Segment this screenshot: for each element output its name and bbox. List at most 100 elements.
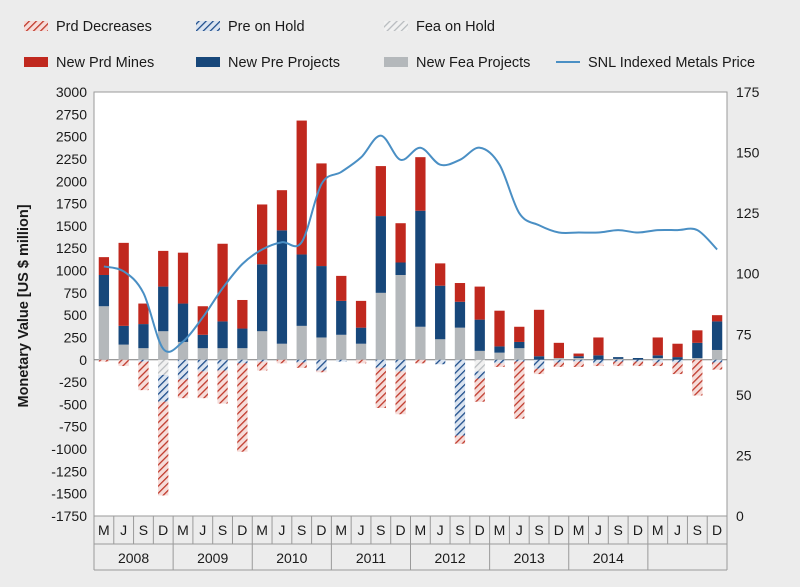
x-tick-label: J — [595, 522, 602, 538]
bar-fea_new — [573, 358, 584, 360]
price-line — [103, 134, 718, 353]
bar-prd_dec — [613, 361, 624, 367]
bar-prd_new — [652, 337, 663, 356]
bar-fea_new — [217, 348, 228, 360]
bar-prd_dec — [395, 371, 406, 415]
x-tick-label: D — [237, 522, 247, 538]
bar-pre_hold — [375, 359, 386, 368]
x-year-label: 2011 — [356, 550, 386, 566]
bar-fea_new — [276, 343, 288, 360]
y-tick-label: -1750 — [51, 508, 87, 524]
bar-fea_new — [158, 331, 169, 360]
bar-fea_new — [355, 343, 367, 360]
bar-prd_new — [395, 223, 406, 263]
bar-fea_new — [435, 339, 446, 360]
bar-fea_new — [692, 358, 703, 360]
x-year-label: 2013 — [514, 550, 545, 566]
bar-prd_dec — [632, 361, 644, 367]
legend-swatch-fea_new — [384, 57, 408, 67]
bar-fea_new — [514, 348, 525, 360]
x-tick-label: J — [437, 522, 444, 538]
bar-pre_new — [217, 321, 228, 349]
bar-pre_hold — [474, 371, 485, 379]
bar-prd_dec — [316, 370, 327, 373]
legend: Prd Decreases Pre on Hold Fea on Hold New P… — [24, 19, 755, 71]
plot-area — [93, 91, 728, 517]
bar-prd_dec — [375, 367, 386, 408]
bar-prd_dec — [692, 359, 703, 396]
legend-label-pre_new: New Pre Projects — [228, 55, 340, 71]
bar-fea_new — [474, 350, 485, 360]
legend-label-snl: SNL Indexed Metals Price — [588, 55, 755, 71]
bar-prd_new — [118, 242, 129, 326]
y-tick-label: 1500 — [56, 218, 87, 234]
y-tick-label: -750 — [59, 419, 87, 435]
bar-prd_dec — [158, 401, 169, 496]
bar-pre_new — [336, 300, 347, 335]
y-tick-label: 500 — [64, 307, 88, 323]
bar-pre_new — [593, 355, 604, 360]
bar-fea_new — [395, 274, 406, 360]
bar-prd_new — [138, 303, 149, 325]
bar-fea_new — [316, 337, 327, 360]
bar-pre_new — [256, 264, 268, 332]
y-tick-label: 2500 — [56, 129, 87, 145]
bar-pre_hold — [237, 359, 248, 364]
bar-prd_dec — [276, 359, 288, 364]
bar-pre_hold — [533, 359, 545, 369]
x-tick-label: D — [554, 522, 564, 538]
y-axis-left: 3000275025002250200017501500125010007505… — [51, 84, 87, 524]
bar-prd_new — [375, 166, 386, 217]
x-tick-label: J — [120, 522, 127, 538]
bar-pre_new — [652, 355, 663, 359]
bar-pre_new — [514, 341, 525, 349]
bar-prd_dec — [652, 362, 663, 367]
bar-prd_new — [494, 310, 505, 347]
bar-prd_dec — [672, 362, 683, 375]
x-tick-label: S — [218, 522, 227, 538]
bar-pre_new — [138, 324, 149, 349]
bar-pre_hold — [316, 359, 327, 371]
bar-prd_dec — [256, 361, 268, 371]
bar-prd_new — [514, 326, 525, 342]
bar-fea_new — [613, 358, 624, 360]
y2-tick-label: 0 — [736, 508, 744, 524]
bar-pre_new — [375, 216, 386, 293]
bar-prd_dec — [533, 368, 545, 375]
bar-fea_new — [652, 358, 663, 360]
bar-prd_dec — [355, 359, 367, 364]
bar-pre_hold — [256, 359, 268, 362]
x-tick-label: S — [614, 522, 623, 538]
bar-prd_new — [237, 299, 248, 329]
x-tick-label: D — [475, 522, 485, 538]
bar-prd_new — [316, 163, 327, 267]
x-year-label: 2008 — [118, 550, 149, 566]
legend-label-prd_dec: Prd Decreases — [56, 19, 152, 35]
bar-prd_new — [435, 263, 446, 286]
bar-prd_new — [256, 204, 268, 265]
y-tick-label: -1000 — [51, 441, 87, 457]
y2-tick-label: 100 — [736, 266, 760, 282]
x-tick-label: M — [573, 522, 585, 538]
y-tick-label: 250 — [64, 329, 88, 345]
x-tick-label: J — [199, 522, 206, 538]
bar-prd_new — [711, 315, 723, 322]
bar-fea_new — [415, 326, 426, 360]
bar-prd_dec — [415, 359, 426, 364]
x-tick-label: D — [712, 522, 722, 538]
bar-pre_new — [197, 334, 208, 349]
x-tick-label: S — [455, 522, 464, 538]
bar-prd_dec — [98, 359, 110, 362]
y2-tick-label: 150 — [736, 145, 760, 161]
bar-pre_new — [632, 358, 644, 360]
bar-pre_new — [435, 285, 446, 340]
y2-tick-label: 125 — [736, 205, 760, 221]
bar-prd_dec — [237, 363, 248, 452]
bar-pre_hold — [454, 359, 466, 436]
bar-prd_new — [454, 283, 466, 302]
x-tick-label: M — [335, 522, 347, 538]
bar-fea_new — [494, 352, 505, 360]
bar-fea_new — [375, 292, 386, 360]
x-year-label: 2014 — [593, 550, 624, 566]
bar-pre_new — [415, 210, 426, 327]
